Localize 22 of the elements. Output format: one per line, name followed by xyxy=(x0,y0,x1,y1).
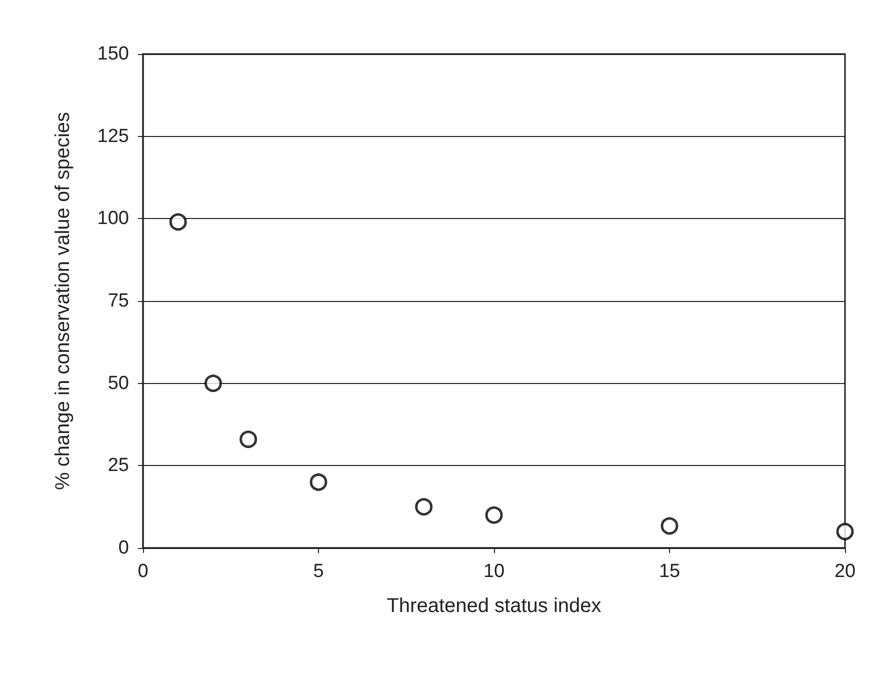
x-tick-label: 15 xyxy=(658,561,680,582)
x-tick-label: 5 xyxy=(313,561,324,582)
y-tick-label: 125 xyxy=(97,126,129,147)
x-tick-label: 20 xyxy=(834,561,856,582)
y-tick-label: 50 xyxy=(108,372,129,394)
x-axis-title: Threatened status index xyxy=(386,595,602,617)
point xyxy=(310,473,328,491)
point xyxy=(415,498,433,516)
y-tick-label: 25 xyxy=(108,455,129,476)
x-tick-label: 0 xyxy=(138,561,148,582)
y-tick-label: 100 xyxy=(97,208,129,230)
y-tick-label: 150 xyxy=(97,44,129,64)
x-tick-label: 10 xyxy=(483,561,505,582)
point xyxy=(169,213,187,231)
y-axis-title: % change in conservation value of species xyxy=(52,112,74,490)
point xyxy=(660,517,678,535)
point xyxy=(485,506,503,524)
point xyxy=(836,522,854,540)
y-tick-label: 0 xyxy=(118,538,129,558)
y-tick-label: 75 xyxy=(108,290,129,312)
point xyxy=(204,374,222,392)
point xyxy=(240,430,258,448)
